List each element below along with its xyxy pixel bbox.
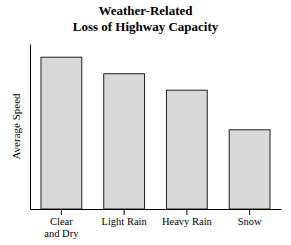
x-tick-label: Clearand Dry bbox=[44, 216, 79, 239]
chart: Weather-RelatedLoss of Highway Capacity C… bbox=[0, 0, 291, 245]
x-tick-label-line: Heavy Rain bbox=[162, 216, 213, 227]
plot: Clearand Dry Light Rain Heavy Rain Snow bbox=[31, 45, 282, 240]
x-tick-label-line: Light Rain bbox=[102, 216, 148, 227]
title-line: Weather-Related bbox=[98, 3, 193, 18]
x-tick-mark bbox=[249, 209, 250, 215]
x-tick-mark bbox=[124, 209, 125, 215]
x-tick-label-line: Clear bbox=[50, 216, 73, 227]
x-tick-mark bbox=[61, 209, 62, 215]
x-tick: Clearand Dry bbox=[44, 209, 79, 239]
x-axis-line bbox=[31, 209, 282, 210]
bar bbox=[104, 74, 145, 209]
y-axis-line bbox=[30, 45, 31, 210]
title-line: Loss of Highway Capacity bbox=[73, 19, 219, 34]
y-axis-title: Average Speed bbox=[10, 93, 22, 160]
x-tick: Heavy Rain bbox=[162, 209, 213, 227]
x-tick-mark bbox=[186, 209, 187, 215]
x-tick-label: Heavy Rain bbox=[162, 216, 213, 227]
x-tick-label-line: Snow bbox=[238, 216, 262, 227]
x-tick: Snow bbox=[238, 209, 262, 227]
bar bbox=[41, 57, 82, 209]
bar bbox=[229, 130, 270, 209]
x-axis: Clearand Dry Light Rain Heavy Rain Snow bbox=[31, 209, 282, 239]
x-tick: Light Rain bbox=[102, 209, 148, 227]
x-tick-label: Light Rain bbox=[102, 216, 148, 227]
title: Weather-RelatedLoss of Highway Capacity bbox=[73, 3, 219, 34]
x-tick-label: Snow bbox=[238, 216, 262, 227]
bars bbox=[41, 57, 270, 209]
bar bbox=[166, 90, 207, 209]
x-tick-label-line: and Dry bbox=[44, 228, 79, 239]
y-axis bbox=[30, 45, 31, 210]
